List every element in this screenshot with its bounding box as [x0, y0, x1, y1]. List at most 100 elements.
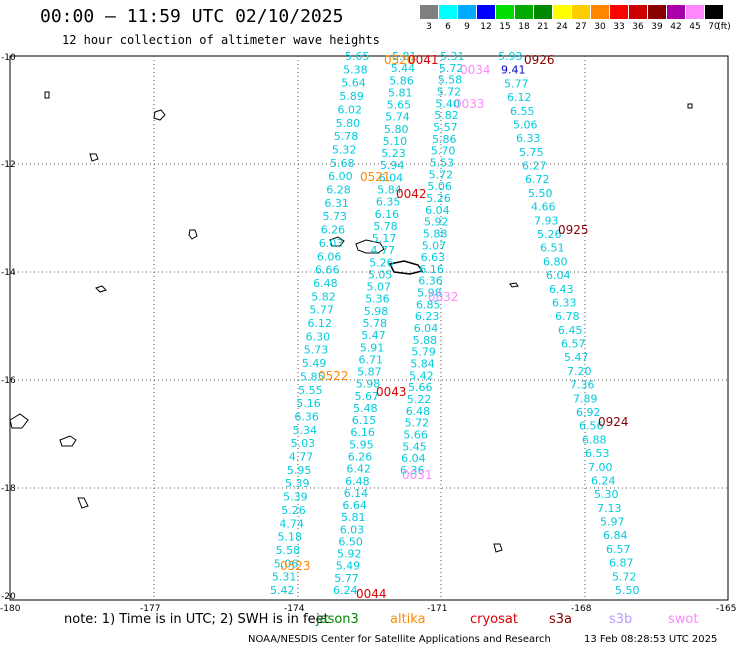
- legend-swatch: [610, 5, 628, 19]
- wave-height-label: 5.34: [293, 424, 318, 437]
- wave-height-label: 5.30: [594, 488, 619, 501]
- wave-height-label: 4.77: [371, 244, 396, 257]
- wave-height-label: 5.06: [274, 557, 299, 570]
- legend-swatch: [629, 5, 647, 19]
- wave-height-label: 5.67: [355, 390, 380, 403]
- wave-height-label: 6.50: [338, 536, 363, 549]
- wave-height-label: 5.50: [528, 187, 553, 200]
- wave-height-label: 5.58: [438, 74, 463, 87]
- lat-label: -20: [1, 592, 16, 602]
- legend-label: 24: [556, 22, 568, 32]
- wave-height-label: 5.88: [413, 334, 438, 347]
- wave-height-label: 6.84: [603, 529, 628, 542]
- wave-height-label: 6.27: [522, 160, 547, 173]
- wave-height-label: 5.94: [380, 159, 405, 172]
- wave-height-label: 5.97: [600, 516, 625, 529]
- legend-label: 36: [632, 22, 644, 32]
- wave-height-label: 6.26: [348, 451, 373, 464]
- wave-height-label: 6.24: [333, 584, 358, 597]
- wave-height-label: 5.77: [309, 304, 334, 317]
- tutuila-island: [388, 260, 424, 275]
- wave-height-label: 6.71: [359, 353, 384, 366]
- wave-height-label: 6.48: [406, 405, 431, 418]
- wave-height-label: 6.23: [415, 310, 440, 323]
- lat-label: -18: [1, 484, 16, 494]
- wave-height-label: 6.12: [507, 91, 532, 104]
- savaii-island: [329, 236, 345, 247]
- wave-height-label: 5.81: [341, 511, 366, 524]
- wave-height-label: 6.56: [579, 420, 604, 433]
- lat-label: -16: [1, 376, 16, 386]
- wave-height-label: 4.74: [279, 517, 304, 530]
- wave-height-label: 5.82: [311, 290, 336, 303]
- pass-time-label: 0044: [356, 587, 387, 601]
- legend-label: 9: [464, 22, 470, 32]
- wave-height-label: 5.92: [337, 548, 362, 561]
- wave-height-label: 5.50: [615, 584, 640, 597]
- island-b: [188, 229, 198, 240]
- wave-height-label: 6.04: [401, 452, 426, 465]
- wave-height-label: 6.92: [576, 406, 601, 419]
- map-frame: [9, 55, 729, 601]
- wave-height-label: 5.73: [304, 344, 329, 357]
- wave-height-label: 5.89: [339, 90, 364, 103]
- wave-height-label: 6.30: [306, 330, 331, 343]
- island-a: [153, 109, 166, 121]
- wave-height-label: 5.86: [389, 74, 414, 87]
- wave-height-label: 5.07: [367, 281, 392, 294]
- legend-label: 18: [518, 22, 530, 32]
- legend-swatch: [667, 5, 685, 19]
- wave-height-label: 6.12: [308, 317, 333, 330]
- legend-label: 6: [445, 22, 451, 32]
- wave-height-label: 5.48: [353, 402, 378, 415]
- wave-height-label: 5.42: [409, 369, 434, 382]
- wave-height-label: 6.03: [340, 523, 365, 536]
- wave-height-label: 6.45: [558, 324, 583, 337]
- wave-height-label: 6.51: [540, 242, 565, 255]
- wave-height-label: 5.26: [281, 504, 306, 517]
- wave-height-label: 6.80: [543, 255, 568, 268]
- wave-height-label: 6.00: [328, 170, 353, 183]
- wave-height-label: 6.16: [350, 426, 375, 439]
- wave-height-label: 5.87: [357, 366, 382, 379]
- wave-height-label: 5.55: [298, 384, 323, 397]
- wave-height-label: 5.91: [360, 341, 385, 354]
- lon-label: -171: [427, 604, 447, 614]
- wave-height-label: 5.57: [433, 121, 458, 134]
- satellite-name-swot: swot: [668, 612, 699, 627]
- legend-swatch: [553, 5, 571, 19]
- wave-height-label: 5.39: [283, 491, 308, 504]
- wave-height-label: 6.87: [609, 557, 634, 570]
- wave-height-label: 5.42: [270, 584, 295, 597]
- wave-height-labels: 5.655.385.645.896.025.805.785.325.686.00…: [270, 50, 640, 597]
- pass-time-label: 0034: [460, 63, 491, 77]
- wave-height-label: 5.26: [369, 256, 394, 269]
- wave-height-label: 5.10: [383, 135, 408, 148]
- footer-credit: NOAA/NESDIS Center for Satellite Applica…: [248, 634, 551, 645]
- wave-height-label: 5.72: [405, 417, 430, 430]
- wave-height-label: 5.95: [349, 438, 374, 451]
- wave-height-label: 6.85: [416, 298, 441, 311]
- wave-height-label: 5.65: [387, 99, 412, 112]
- wave-height-label: 5.44: [391, 62, 416, 75]
- wave-height-label: 6.14: [344, 487, 369, 500]
- wave-height-label: 4.66: [531, 201, 556, 214]
- wave-height-label: 6.64: [342, 499, 367, 512]
- wave-height-label: 5.75: [519, 146, 544, 159]
- wave-height-label: 5.45: [402, 440, 427, 453]
- wave-height-label: 6.88: [582, 433, 607, 446]
- wave-height-label: 7.00: [588, 461, 613, 474]
- wave-height-label: 6.04: [379, 171, 404, 184]
- wave-height-label: 5.92: [424, 216, 449, 229]
- wave-height-label: 6.36: [418, 275, 443, 288]
- legend-swatch: [705, 5, 723, 19]
- lon-label: -174: [284, 604, 305, 614]
- lat-label: -10: [1, 53, 16, 63]
- wave-height-label: 5.64: [341, 77, 366, 90]
- wave-height-label: 5.74: [385, 111, 410, 124]
- wave-height-label: 6.31: [324, 197, 349, 210]
- pass-time-label: 0924: [598, 415, 629, 429]
- wave-height-label: 6.03: [319, 237, 344, 250]
- wave-height-label: 5.17: [372, 232, 397, 245]
